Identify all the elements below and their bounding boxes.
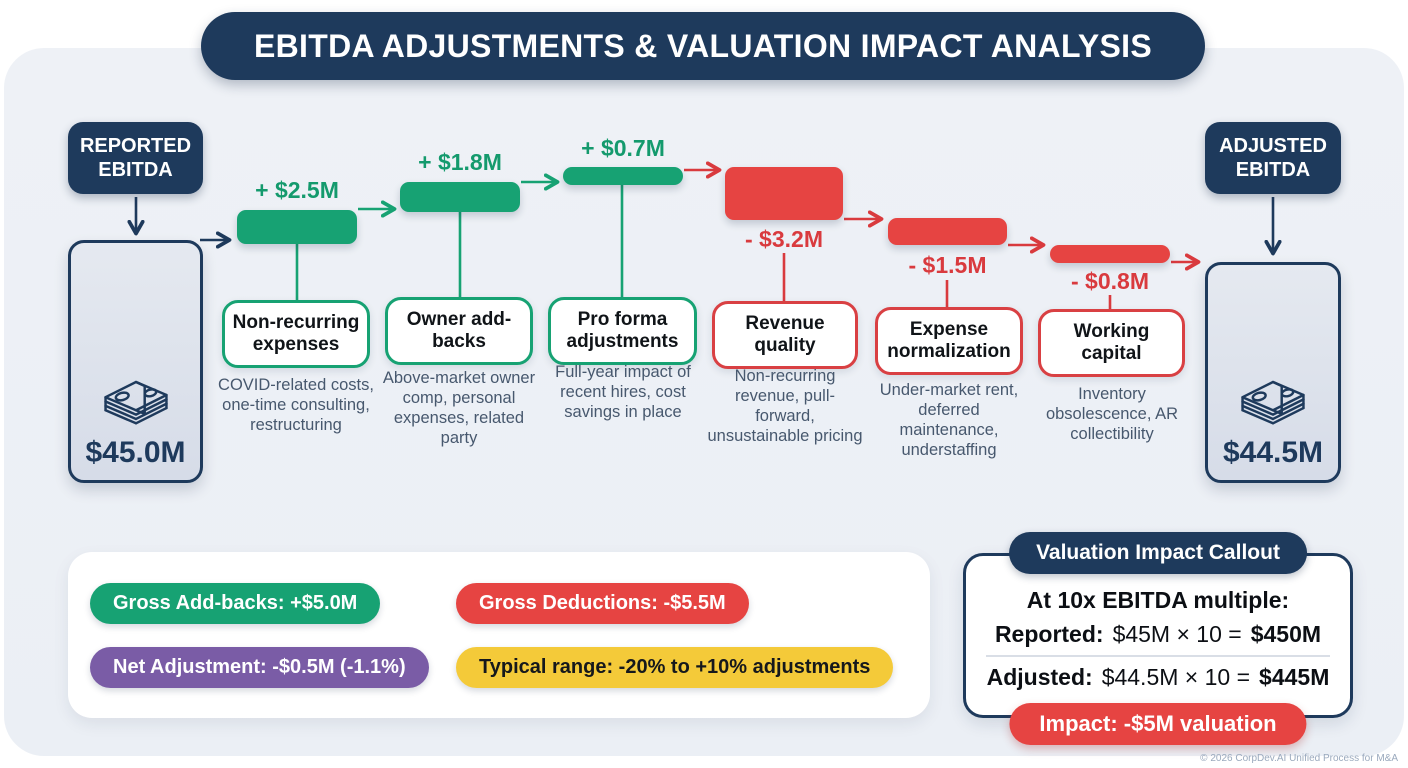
adjustment-value: - $0.8M xyxy=(1071,268,1149,294)
reported-ebitda-value: $45.0M xyxy=(85,436,186,469)
adjustment-value: + $0.7M xyxy=(581,135,665,161)
adjustment-bar xyxy=(237,210,357,244)
adjusted-ebitda-value: $44.5M xyxy=(1222,436,1324,469)
adjustment-label: Working capital xyxy=(1038,309,1185,377)
adjusted-valuation-result: $445M xyxy=(1259,664,1330,690)
money-stack-icon xyxy=(103,380,168,425)
reported-ebitda-bar: $45.0M xyxy=(68,240,203,483)
money-stack-icon xyxy=(1241,380,1305,425)
adjusted-valuation-label: Adjusted: xyxy=(986,664,1093,690)
adjustment-description: Full-year impact of recent hires, cost s… xyxy=(555,363,691,422)
adjusted-valuation-formula: $44.5M × 10 = xyxy=(1101,664,1251,690)
callout-header: Valuation Impact Callout xyxy=(1009,532,1307,574)
adjustment-bar xyxy=(725,167,843,220)
copyright-note: © 2026 CorpDev.AI Unified Process for M&… xyxy=(1200,753,1398,764)
adjusted-ebitda-bar: $44.5M xyxy=(1205,262,1341,483)
gross-add-backs-badge: Gross Add-backs: +$5.0M xyxy=(90,583,381,624)
adjustment-label: Revenue quality xyxy=(712,301,858,369)
callout-intro: At 10x EBITDA multiple: xyxy=(1026,587,1290,613)
adjustment-description: Above-market owner comp, personal expens… xyxy=(382,369,536,448)
adjustment-description: COVID-related costs, one-time consulting… xyxy=(218,376,374,435)
valuation-impact-callout: Valuation Impact Callout At 10x EBITDA m… xyxy=(963,532,1353,745)
adjustment-bar xyxy=(563,167,683,185)
adjustment-description: Inventory obsolescence, AR collectibilit… xyxy=(1045,385,1179,444)
adjustment-bar xyxy=(400,182,520,212)
callout-divider xyxy=(986,655,1330,657)
reported-valuation-label: Reported: xyxy=(994,621,1104,647)
adjusted-valuation-row: Adjusted: $44.5M × 10 = $445M xyxy=(966,664,1350,691)
adjustment-description: Under-market rent, deferred maintenance,… xyxy=(879,381,1019,460)
impact-badge: Impact: -$5M valuation xyxy=(1009,703,1307,745)
reported-ebitda-label: REPORTED EBITDA xyxy=(68,122,203,194)
adjustment-label: Non-recurring expenses xyxy=(222,300,370,368)
typical-range-badge: Typical range: -20% to +10% adjustments xyxy=(456,647,894,688)
page-title: EBITDA ADJUSTMENTS & VALUATION IMPACT AN… xyxy=(201,12,1205,80)
reported-valuation-result: $450M xyxy=(1250,621,1322,647)
adjustment-label: Owner add-backs xyxy=(385,297,533,365)
adjustment-bar xyxy=(1050,245,1170,263)
adjustment-label: Expense normalization xyxy=(875,307,1023,375)
adjusted-ebitda-label: ADJUSTED EBITDA xyxy=(1205,122,1341,194)
adjustment-value: - $1.5M xyxy=(908,252,987,278)
adjustment-value: - $3.2M xyxy=(745,226,823,252)
adjustment-bar xyxy=(888,218,1007,245)
adjustment-value: + $1.8M xyxy=(418,149,502,175)
reported-valuation-formula: $45M × 10 = xyxy=(1112,621,1242,647)
net-adjustment-badge: Net Adjustment: -$0.5M (-1.1%) xyxy=(90,647,429,688)
gross-deductions-badge: Gross Deductions: -$5.5M xyxy=(456,583,749,624)
adjustment-value: + $2.5M xyxy=(255,177,339,203)
adjustment-description: Non-recurring revenue, pull-forward, uns… xyxy=(707,367,863,446)
reported-valuation-row: Reported: $45M × 10 = $450M xyxy=(966,621,1350,648)
summary-panel: Gross Add-backs: +$5.0M Gross Deductions… xyxy=(68,552,930,718)
adjustment-label: Pro forma adjustments xyxy=(548,297,697,365)
